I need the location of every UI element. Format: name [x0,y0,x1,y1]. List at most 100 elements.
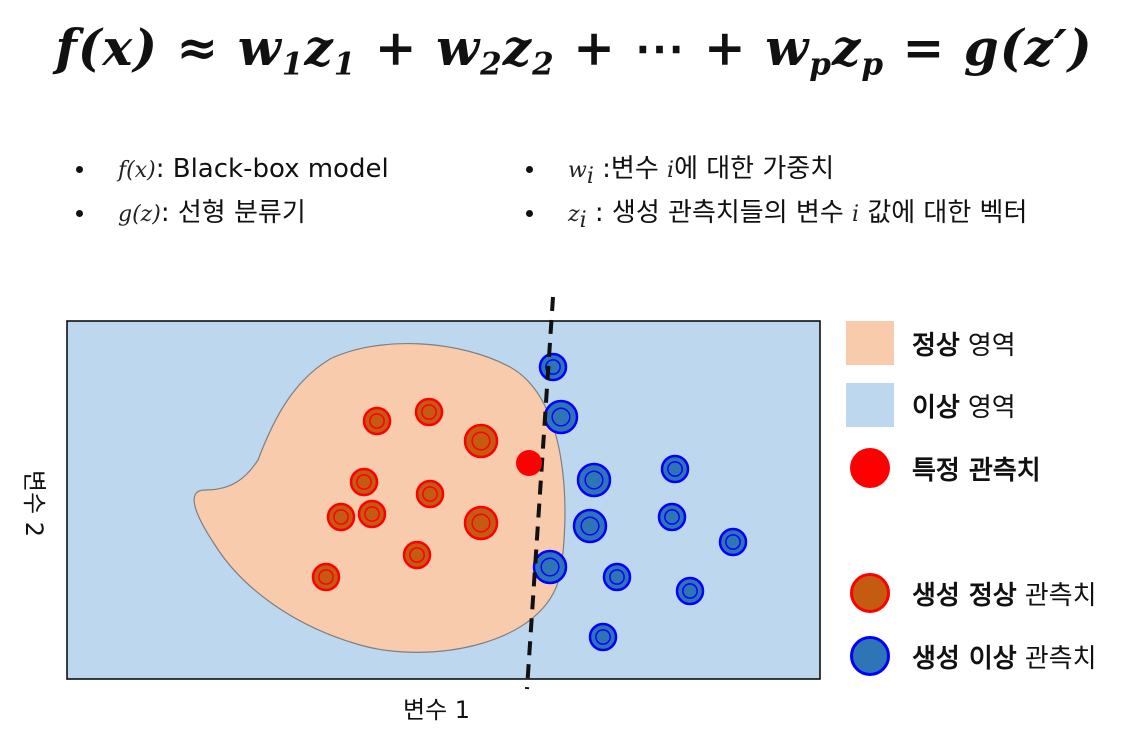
generated-normal-point [311,562,341,592]
generated-abnormal-point [588,622,618,652]
bullet-list-left: f(x): Black-box model g(z): 선형 분류기 [76,154,389,242]
bullet-math: f(x) [118,158,156,183]
generated-normal-point-ring [409,547,425,563]
formula-lhs: f(x) [55,18,158,77]
formula-plus: + [573,18,617,77]
bullet-var: i [667,158,675,183]
legend-text: 영역 [967,330,1016,361]
bullet-math-sub: i [579,208,587,234]
legend-bold: 생성 정상 [912,580,1017,611]
generated-normal-point-ring [333,509,349,525]
generated-abnormal-point-ring [664,509,680,525]
generated-normal-point-ring [369,413,385,429]
generated-abnormal-point [718,527,748,557]
formula-plus: + [703,18,747,77]
bullet-text: : 생성 관측치들의 변수 [586,198,853,228]
generated-normal-point-ring [471,431,491,451]
bullet-dot [526,210,533,217]
normal-region-swatch [846,321,894,365]
bullet-math: z [568,202,580,227]
bullet-item: wi :변수 i에 대한 가중치 [526,154,1027,198]
generated-abnormal-point-ring [540,557,560,577]
legend-specific-observation: 특정 관측치 [846,443,1049,493]
generated-abnormal-point [532,549,568,585]
formula-wp-sub: p [809,46,832,83]
formula-w1: w [237,18,282,77]
bullet-item: zi : 생성 관측치들의 변수 i 값에 대한 벡터 [526,198,1028,242]
generated-abnormal-point [657,502,687,532]
decision-boundary [525,296,555,690]
legend-normal-region: 정상 영역 [846,318,1016,368]
generated-abnormal-point [675,576,705,606]
specific-observation-point [516,450,542,476]
generated-abnormal-point-ring [580,516,600,536]
bullet-text: : Black-box model [155,154,389,184]
formula-z2-sub: 2 [532,46,555,83]
formula-rhs: g(z′) [963,18,1093,77]
generated-abnormal-point [576,462,612,498]
x-axis-label: 변수 1 [403,696,471,724]
generated-abnormal-point [543,399,579,435]
bullet-item: g(z): 선형 분류기 [76,198,389,242]
bullet-math: w [568,158,587,183]
generated-abnormal-point [602,562,632,592]
specific-observation-swatch [850,448,890,488]
legend-text: 관측치 [1024,643,1097,674]
formula-plus: + [374,18,418,77]
feature-space-diagram [66,296,821,690]
generated-abnormal-point-ring [545,359,561,375]
formula-dots: ⋯ [634,18,686,77]
normal-region [193,342,566,653]
generated-abnormal-point-ring [725,534,741,550]
generated-normal-point-ring [421,404,437,420]
formula-zp: z [831,18,862,77]
bullet-text-2: 에 대한 가중치 [674,154,835,184]
generated-abnormal-points [532,352,748,652]
abnormal-region-swatch [846,383,894,427]
generated-normal-point-ring [318,569,334,585]
legend-abnormal-region: 이상 영역 [846,380,1016,430]
bullet-item: f(x): Black-box model [76,154,389,198]
bullet-text-2: 값에 대한 벡터 [859,198,1028,228]
bullet-dot [76,166,83,173]
bullet-list-right: wi :변수 i에 대한 가중치 zi : 생성 관측치들의 변수 i 값에 대… [526,154,1028,242]
formula: f(x) ≈ w1z1 + w2z2 + ⋯ + wpzp = g(z′) [0,18,1148,82]
bullet-text: : 선형 분류기 [160,198,306,228]
formula-w1-sub: 1 [281,46,305,83]
generated-normal-point [357,499,387,529]
legend-generated-normal: 생성 정상 관측치 [846,568,1097,618]
bullet-math-sub: i [586,164,594,190]
generated-normal-swatch [850,573,890,613]
formula-z1-sub: 1 [333,46,357,83]
generated-normal-points [311,397,499,592]
bullet-math: g(z) [118,202,161,227]
formula-wp: w [765,18,810,77]
generated-normal-point [362,406,392,436]
generated-abnormal-point-ring [584,470,604,490]
formula-z2: z [502,18,533,77]
generated-normal-point [415,479,445,509]
formula-w2-sub: 2 [480,46,503,83]
generated-abnormal-point-ring [551,407,571,427]
bullet-text: :변수 [593,154,668,184]
formula-approx: ≈ [176,18,220,77]
legend-bold: 생성 이상 [912,643,1017,674]
generated-abnormal-point-ring [667,461,683,477]
generated-normal-point [463,423,499,459]
formula-z1: z [304,18,334,77]
legend-text: 관측치 [1024,580,1097,611]
generated-normal-point [326,502,356,532]
generated-abnormal-point [572,508,608,544]
bullet-dot [76,210,83,217]
generated-normal-point [414,397,444,427]
bullet-var: i [852,202,860,227]
formula-equals: = [902,18,946,77]
generated-normal-point [402,540,432,570]
legend-bold: 이상 [912,392,960,423]
generated-normal-point-ring [471,513,491,533]
bullet-dot [526,166,533,173]
generated-abnormal-point-ring [682,583,698,599]
formula-zp-sub: p [861,46,885,83]
generated-normal-point-ring [364,506,380,522]
generated-abnormal-swatch [850,636,890,676]
